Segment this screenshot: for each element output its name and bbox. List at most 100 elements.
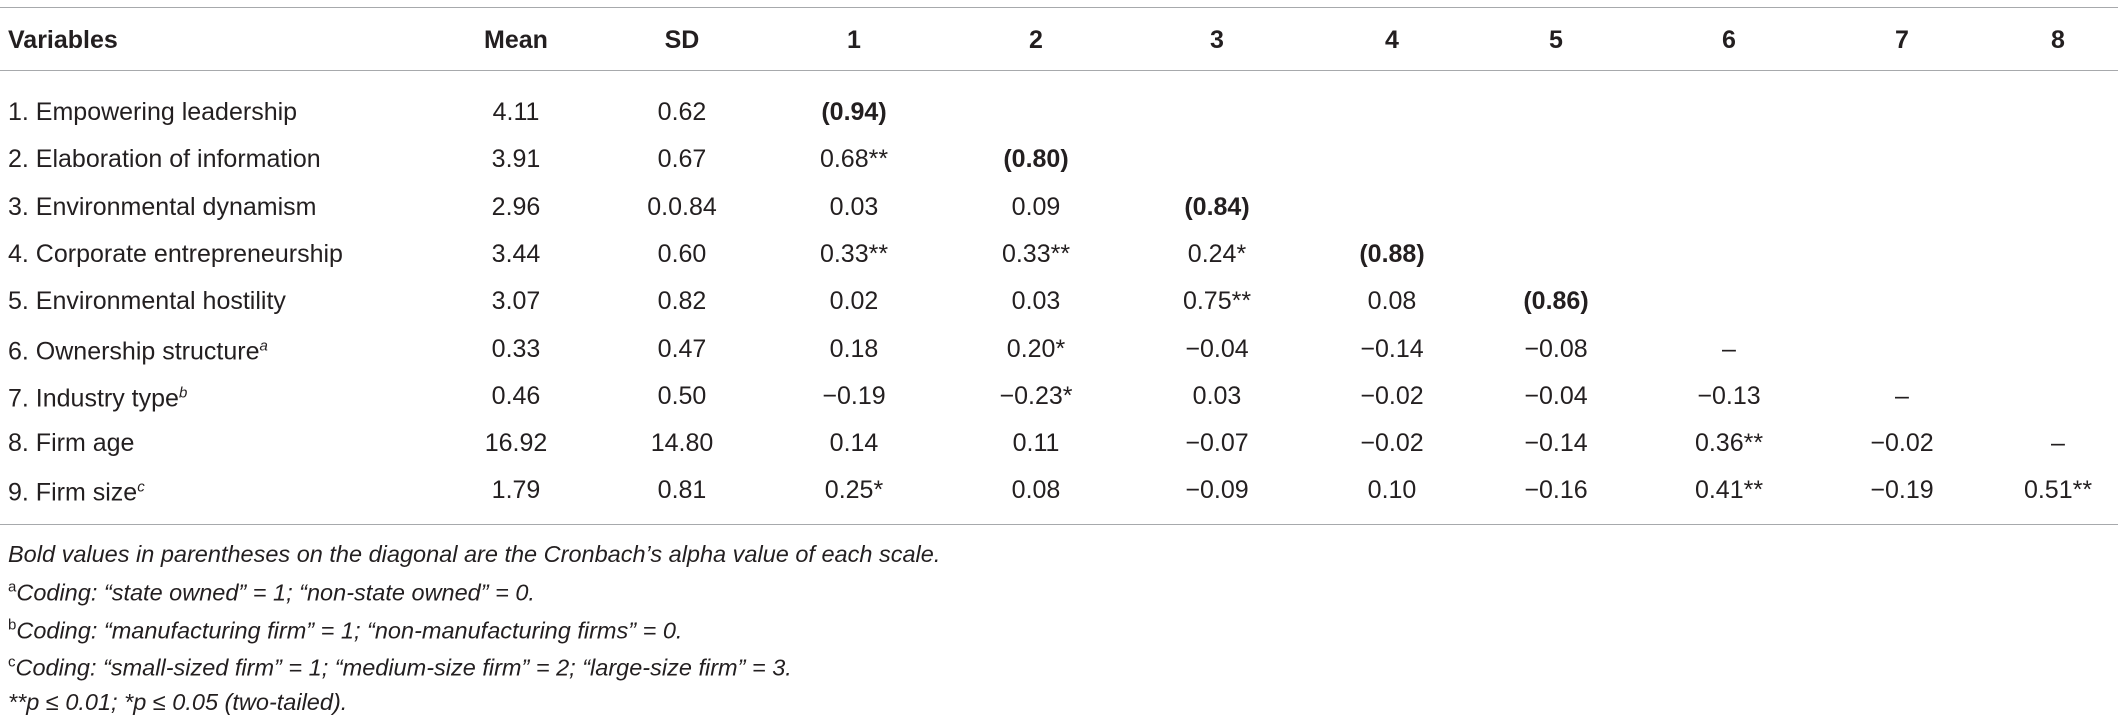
- variable-name: 4. Corporate entrepreneurship: [8, 239, 343, 268]
- column-header: 3: [1210, 26, 1224, 54]
- table-cell: (0.84): [1184, 192, 1250, 221]
- table-cell: 0.75**: [1182, 287, 1252, 316]
- table-cell: 0.24*: [1187, 239, 1247, 268]
- table-cell: −0.04: [1185, 334, 1249, 363]
- table-cell: 0.41**: [1694, 476, 1764, 505]
- table-cell: 0.33**: [1001, 239, 1071, 268]
- table-cell: 0.81: [657, 476, 707, 505]
- table-cell: 16.92: [484, 429, 548, 458]
- table-cell: 0.03: [1192, 381, 1242, 410]
- table-note: Bold values in parentheses on the diagon…: [8, 540, 940, 568]
- table-cell: 0.03: [1011, 287, 1061, 316]
- note-text: Coding: “state owned” = 1; “non-state ow…: [16, 579, 535, 606]
- column-header: 5: [1549, 26, 1563, 54]
- variable-name: 1. Empowering leadership: [8, 98, 298, 126]
- table-cell: −0.16: [1524, 476, 1588, 505]
- table-note: bCoding: “manufacturing firm” = 1; “non-…: [8, 612, 682, 645]
- variable-name: 5. Environmental hostility: [8, 287, 286, 316]
- table-cell: 0.46: [491, 381, 541, 410]
- table-cell: −0.14: [1524, 429, 1588, 458]
- note-text: Coding: “small-sized firm” = 1; “medium-…: [15, 654, 792, 681]
- top-rule: [0, 7, 2118, 8]
- table-cell: 3.44: [491, 239, 541, 268]
- variable-name: 3. Environmental dynamism: [8, 192, 317, 221]
- row-label: 2. Elaboration of information: [8, 144, 321, 174]
- table-note: cCoding: “small-sized firm” = 1; “medium…: [8, 649, 792, 682]
- footnote-marker: a: [8, 578, 17, 596]
- table-cell: –: [1722, 334, 1736, 363]
- bottom-rule: [0, 524, 2118, 525]
- table-cell: 0.14: [829, 429, 879, 458]
- table-cell: 2.96: [491, 192, 541, 221]
- column-header: Variables: [8, 26, 118, 54]
- table-cell: −0.02: [1360, 381, 1424, 410]
- table-cell: −0.14: [1360, 334, 1424, 363]
- table-cell: 0.18: [829, 334, 879, 363]
- table-cell: −0.07: [1185, 429, 1249, 458]
- table-cell: −0.19: [1870, 476, 1934, 505]
- footnote-marker: b: [178, 384, 188, 402]
- table-cell: 0.82: [657, 287, 707, 316]
- note-text: **p ≤ 0.01; *p ≤ 0.05 (two-tailed).: [8, 689, 348, 715]
- table-cell: 0.08: [1011, 476, 1061, 505]
- row-label: 3. Environmental dynamism: [8, 192, 316, 222]
- table-cell: 4.11: [492, 98, 540, 126]
- table-cell: 0.0.84: [647, 192, 717, 221]
- table-cell: 0.25*: [824, 476, 884, 505]
- column-header: 4: [1385, 26, 1399, 54]
- table-cell: 0.09: [1011, 192, 1061, 221]
- footnote-marker: b: [8, 616, 17, 634]
- table-cell: 1.79: [491, 476, 541, 505]
- variable-name: 9. Firm size: [8, 478, 138, 507]
- table-cell: 0.68**: [819, 145, 889, 174]
- table-cell: 0.36**: [1694, 429, 1764, 458]
- table-cell: 0.47: [657, 334, 707, 363]
- table-cell: −0.23*: [999, 381, 1073, 410]
- column-header: 2: [1029, 26, 1043, 54]
- table-cell: −0.02: [1360, 429, 1424, 458]
- table-cell: 3.91: [491, 145, 541, 174]
- table-cell: 0.33: [491, 334, 541, 363]
- table-cell: −0.13: [1697, 381, 1761, 410]
- row-label: 8. Firm age: [8, 428, 134, 458]
- column-header: 1: [847, 26, 861, 54]
- table-cell: 0.62: [657, 98, 707, 126]
- table-cell: 0.67: [657, 145, 707, 174]
- column-header: 8: [2051, 26, 2065, 54]
- variable-name: 2. Elaboration of information: [8, 145, 321, 174]
- row-label: 1. Empowering leadership: [8, 97, 297, 127]
- row-label: 5. Environmental hostility: [8, 286, 286, 316]
- row-label: 7. Industry typeb: [8, 378, 187, 413]
- table-cell: −0.08: [1524, 334, 1588, 363]
- table-cell: (0.86): [1523, 287, 1589, 316]
- table-cell: 0.51**: [2023, 476, 2093, 505]
- row-label: 9. Firm sizec: [8, 473, 145, 508]
- variable-name: 8. Firm age: [8, 429, 135, 458]
- table-cell: 0.60: [657, 239, 707, 268]
- row-label: 4. Corporate entrepreneurship: [8, 239, 343, 269]
- table-cell: 3.07: [491, 287, 541, 316]
- table-note: **p ≤ 0.01; *p ≤ 0.05 (two-tailed).: [8, 688, 347, 716]
- table-cell: 0.11: [1012, 429, 1060, 458]
- column-header: 7: [1895, 26, 1909, 54]
- table-cell: −0.02: [1870, 429, 1934, 458]
- table-cell: (0.88): [1359, 239, 1425, 268]
- footnote-marker: a: [259, 337, 268, 354]
- table-note: aCoding: “state owned” = 1; “non-state o…: [8, 574, 535, 607]
- variable-name: 6. Ownership structure: [8, 337, 260, 365]
- table-cell: 0.20*: [1006, 334, 1066, 363]
- table-cell: 0.03: [829, 192, 879, 221]
- column-header: 6: [1722, 26, 1736, 54]
- table-cell: –: [1895, 381, 1909, 410]
- table-cell: 0.08: [1367, 287, 1417, 316]
- footnote-marker: c: [8, 653, 16, 671]
- table-cell: –: [2051, 429, 2065, 458]
- variable-name: 7. Industry type: [8, 384, 179, 413]
- row-label: 6. Ownership structurea: [8, 331, 268, 366]
- note-text: Bold values in parentheses on the diagon…: [8, 541, 941, 567]
- table-cell: (0.94): [821, 98, 887, 126]
- table-cell: 0.50: [657, 381, 707, 410]
- table-cell: −0.09: [1185, 476, 1249, 505]
- table-cell: −0.04: [1524, 381, 1588, 410]
